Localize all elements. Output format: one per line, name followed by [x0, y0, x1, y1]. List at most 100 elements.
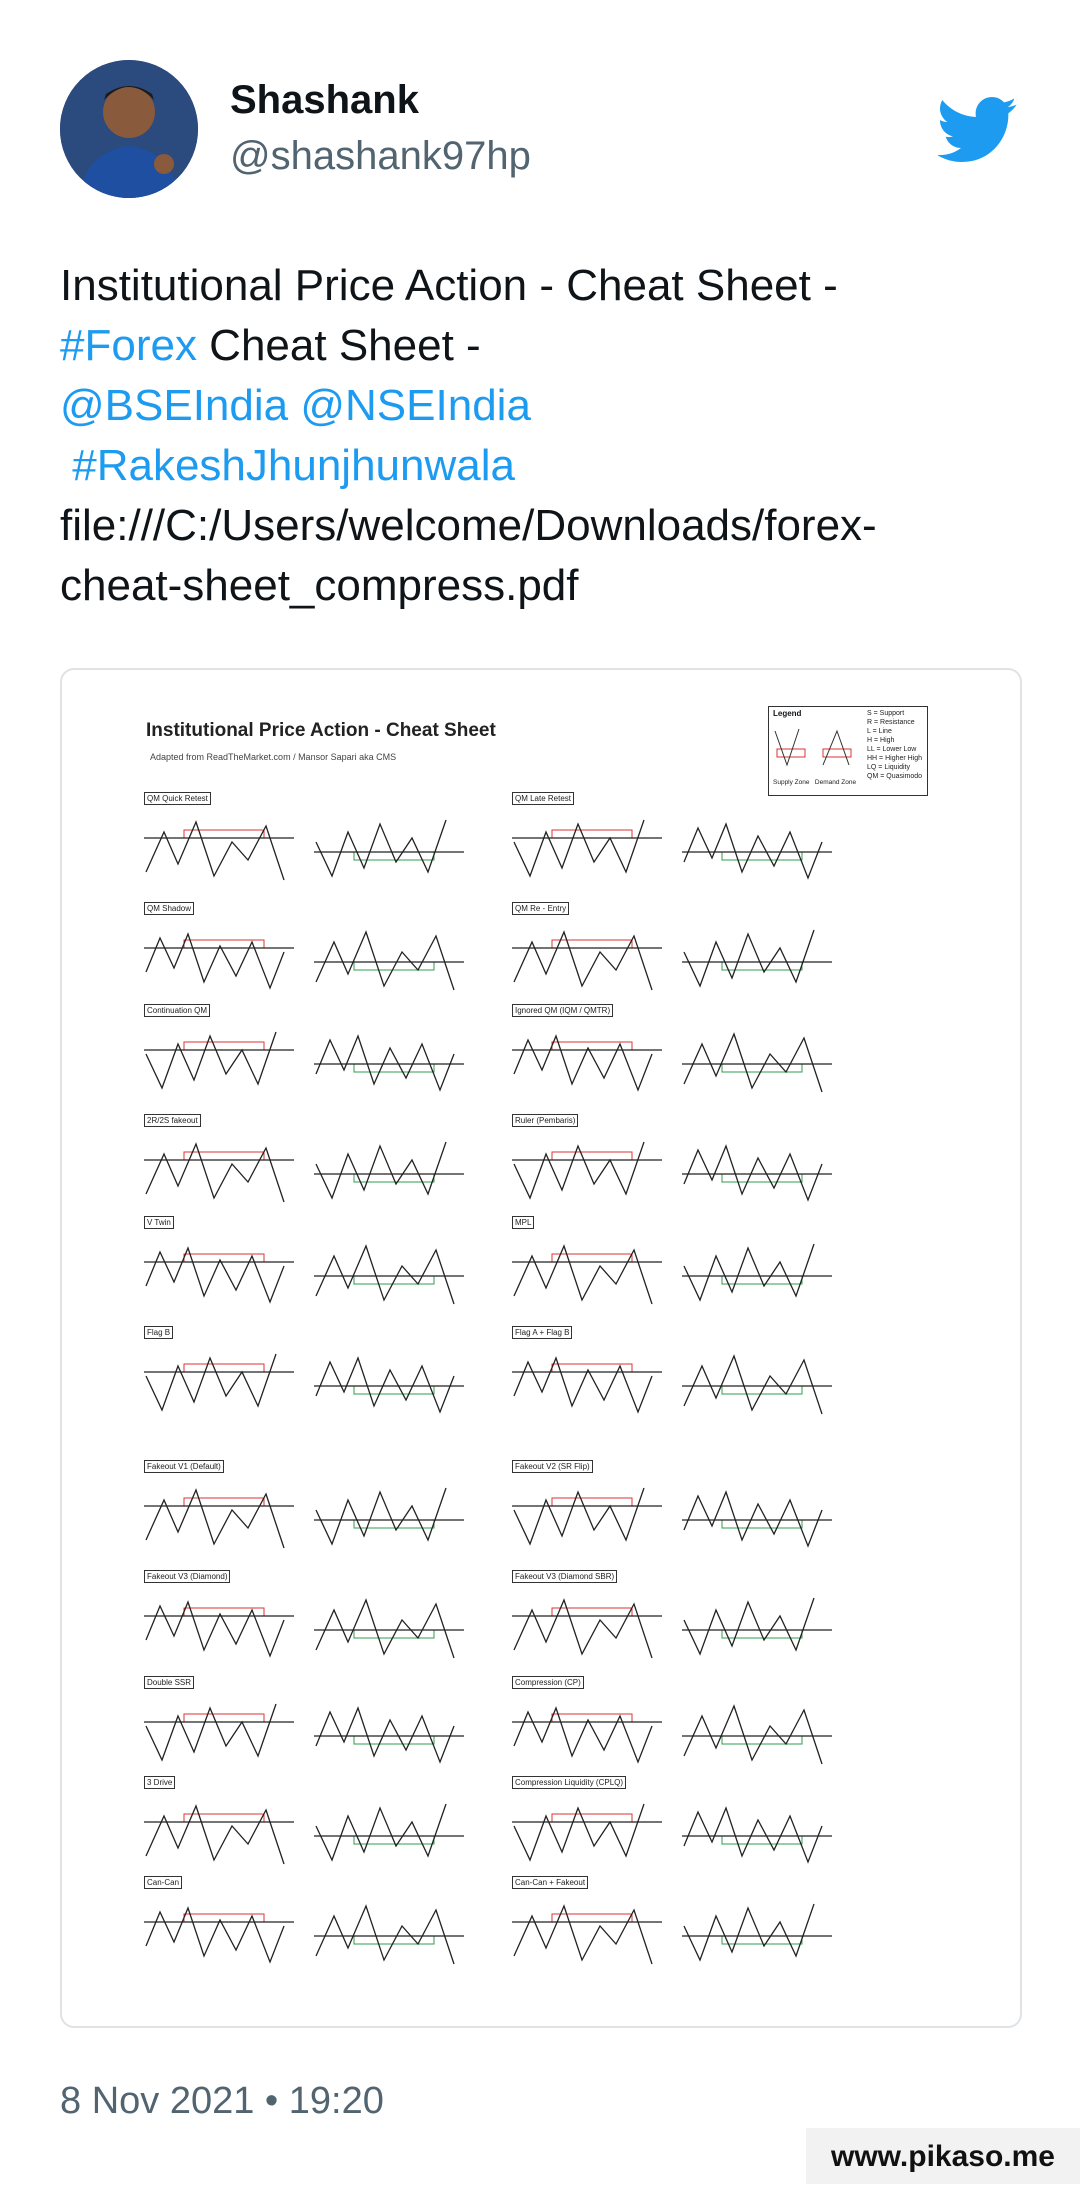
- pattern-label: Fakeout V2 (SR Flip): [512, 1460, 593, 1473]
- pattern-label: 3 Drive: [144, 1776, 176, 1789]
- sheet-subtitle: Adapted from ReadTheMarket.com / Mansor …: [150, 752, 397, 762]
- pattern-cell: Fakeout V1 (Default): [144, 1460, 484, 1558]
- pattern-cell: Flag B: [144, 1326, 484, 1424]
- pattern-label: Flag A + Flag B: [512, 1326, 573, 1339]
- pattern-sketch: [144, 819, 464, 881]
- pattern-label: QM Quick Retest: [144, 792, 211, 805]
- pattern-sketch: [144, 1598, 464, 1659]
- tweet-url-line-1: file:///C:/Users/welcome/Downloads/forex…: [60, 501, 877, 550]
- author-handle[interactable]: @shashank97hp: [230, 134, 531, 178]
- avatar[interactable]: [60, 60, 198, 198]
- pattern-label: Compression Liquidity (CPLQ): [512, 1776, 627, 1789]
- legend-item: LL = Lower Low: [867, 746, 917, 753]
- hashtag-forex[interactable]: #Forex: [60, 321, 197, 370]
- pattern-label: Ruler (Pembaris): [512, 1114, 579, 1127]
- pattern-cell: Can-Can + Fakeout: [512, 1876, 852, 1974]
- tweet-line-2-rest: Cheat Sheet -: [196, 321, 481, 370]
- legend-title: Legend: [773, 709, 802, 718]
- sheet-legend: Legend S = Support R = Resistance L = Li…: [768, 706, 928, 796]
- pattern-sketch: [144, 1353, 464, 1414]
- pattern-sketch: [512, 1354, 832, 1415]
- legend-list: S = Support R = Resistance L = Line H = …: [867, 709, 922, 781]
- mention-nseindia[interactable]: @NSEIndia: [300, 381, 531, 430]
- legend-item: H = High: [867, 737, 895, 744]
- pattern-sketch: [512, 1032, 832, 1093]
- pattern-sketch: [144, 1904, 464, 1965]
- legend-item: R = Resistance: [867, 719, 915, 726]
- legend-supply-zone: Supply Zone: [773, 779, 810, 786]
- legend-item: S = Support: [867, 710, 905, 717]
- pattern-sketch: [512, 1243, 832, 1305]
- pattern-sketch: [512, 1597, 832, 1659]
- pattern-label: MPL: [512, 1216, 535, 1229]
- legend-zone-sketch: [774, 728, 852, 767]
- pattern-sketch: [512, 929, 832, 991]
- pattern-label: QM Late Retest: [512, 792, 575, 805]
- twitter-bird-icon: [936, 96, 1018, 164]
- legend-item: LQ = Liquidity: [867, 764, 910, 771]
- pattern-cell: Continuation QM: [144, 1004, 484, 1102]
- pattern-sketch: [144, 1031, 464, 1092]
- pattern-label: Flag B: [144, 1326, 174, 1339]
- pattern-label: V Twin: [144, 1216, 174, 1229]
- pattern-sketch: [144, 930, 464, 991]
- pattern-sketch: [144, 1244, 464, 1305]
- media-card[interactable]: Institutional Price Action - Cheat Sheet…: [60, 668, 1022, 2028]
- pattern-sketch: [512, 1704, 832, 1765]
- pattern-cell: Double SSR: [144, 1676, 484, 1774]
- pattern-sketch: [512, 1141, 832, 1202]
- pattern-cell: Compression (CP): [512, 1676, 852, 1774]
- pattern-sketch: [512, 1903, 832, 1965]
- pattern-label: Fakeout V3 (Diamond SBR): [512, 1570, 618, 1583]
- legend-item: QM = Quasimodo: [867, 773, 923, 780]
- tweet-timestamp[interactable]: 8 Nov 2021 • 19:20: [60, 2080, 384, 2122]
- pattern-sketch: [144, 1703, 464, 1764]
- pattern-cell: Fakeout V3 (Diamond): [144, 1570, 484, 1668]
- pattern-sketch: [144, 1487, 464, 1549]
- pattern-sketch: [144, 1803, 464, 1865]
- pattern-label: Continuation QM: [144, 1004, 211, 1017]
- tweet-url-line-2: cheat-sheet_compress.pdf: [60, 561, 579, 610]
- pattern-cell: 2R/2S fakeout: [144, 1114, 484, 1212]
- pattern-cell: Ruler (Pembaris): [512, 1114, 852, 1212]
- hashtag-rakeshjhunjhunwala[interactable]: #RakeshJhunjhunwala: [72, 441, 515, 490]
- pattern-label: Fakeout V1 (Default): [144, 1460, 224, 1473]
- pattern-cell: Fakeout V2 (SR Flip): [512, 1460, 852, 1558]
- mention-bseindia[interactable]: @BSEIndia: [60, 381, 289, 430]
- pattern-cell: Flag A + Flag B: [512, 1326, 852, 1424]
- tweet-text: Institutional Price Action - Cheat Sheet…: [60, 256, 1020, 616]
- pattern-label: Double SSR: [144, 1676, 195, 1689]
- pattern-sketch: [144, 1141, 464, 1203]
- pattern-sketch: [512, 819, 832, 880]
- legend-zone-labels: Supply Zone Demand Zone: [773, 779, 856, 786]
- pattern-cell: V Twin: [144, 1216, 484, 1314]
- pattern-cell: Fakeout V3 (Diamond SBR): [512, 1570, 852, 1668]
- pattern-cell: QM Late Retest: [512, 792, 852, 890]
- pattern-label: Can-Can + Fakeout: [512, 1876, 589, 1889]
- pattern-cell: Ignored QM (IQM / QMTR): [512, 1004, 852, 1102]
- pattern-cell: Compression Liquidity (CPLQ): [512, 1776, 852, 1874]
- tweet-line-3: @BSEIndia @NSEIndia: [60, 376, 1020, 436]
- legend-item: L = Line: [867, 728, 892, 735]
- tweet-line-1: Institutional Price Action - Cheat Sheet…: [60, 261, 838, 310]
- pattern-label: Can-Can: [144, 1876, 183, 1889]
- tweet-line-4: #RakeshJhunjhunwala: [60, 436, 1020, 496]
- pattern-sketch: [512, 1803, 832, 1864]
- pattern-cell: QM Re - Entry: [512, 902, 852, 1000]
- author-name[interactable]: Shashank: [230, 78, 419, 122]
- sheet-title: Institutional Price Action - Cheat Sheet: [146, 720, 496, 741]
- pattern-cell: Can-Can: [144, 1876, 484, 1974]
- pattern-cell: QM Shadow: [144, 902, 484, 1000]
- pattern-sketch: [512, 1487, 832, 1548]
- pattern-cell: 3 Drive: [144, 1776, 484, 1874]
- tweet-line-2: #Forex Cheat Sheet -: [60, 316, 1020, 376]
- pattern-label: Fakeout V3 (Diamond): [144, 1570, 231, 1583]
- legend-item: HH = Higher High: [867, 755, 923, 762]
- pattern-label: Compression (CP): [512, 1676, 584, 1689]
- pattern-cell: MPL: [512, 1216, 852, 1314]
- pattern-cell: QM Quick Retest: [144, 792, 484, 890]
- pattern-label: 2R/2S fakeout: [144, 1114, 201, 1127]
- pattern-label: Ignored QM (IQM / QMTR): [512, 1004, 614, 1017]
- pattern-label: QM Shadow: [144, 902, 195, 915]
- legend-demand-zone: Demand Zone: [814, 779, 857, 786]
